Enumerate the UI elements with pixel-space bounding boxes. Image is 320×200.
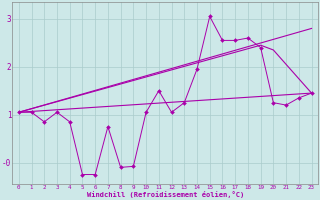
X-axis label: Windchill (Refroidissement éolien,°C): Windchill (Refroidissement éolien,°C) (86, 191, 244, 198)
